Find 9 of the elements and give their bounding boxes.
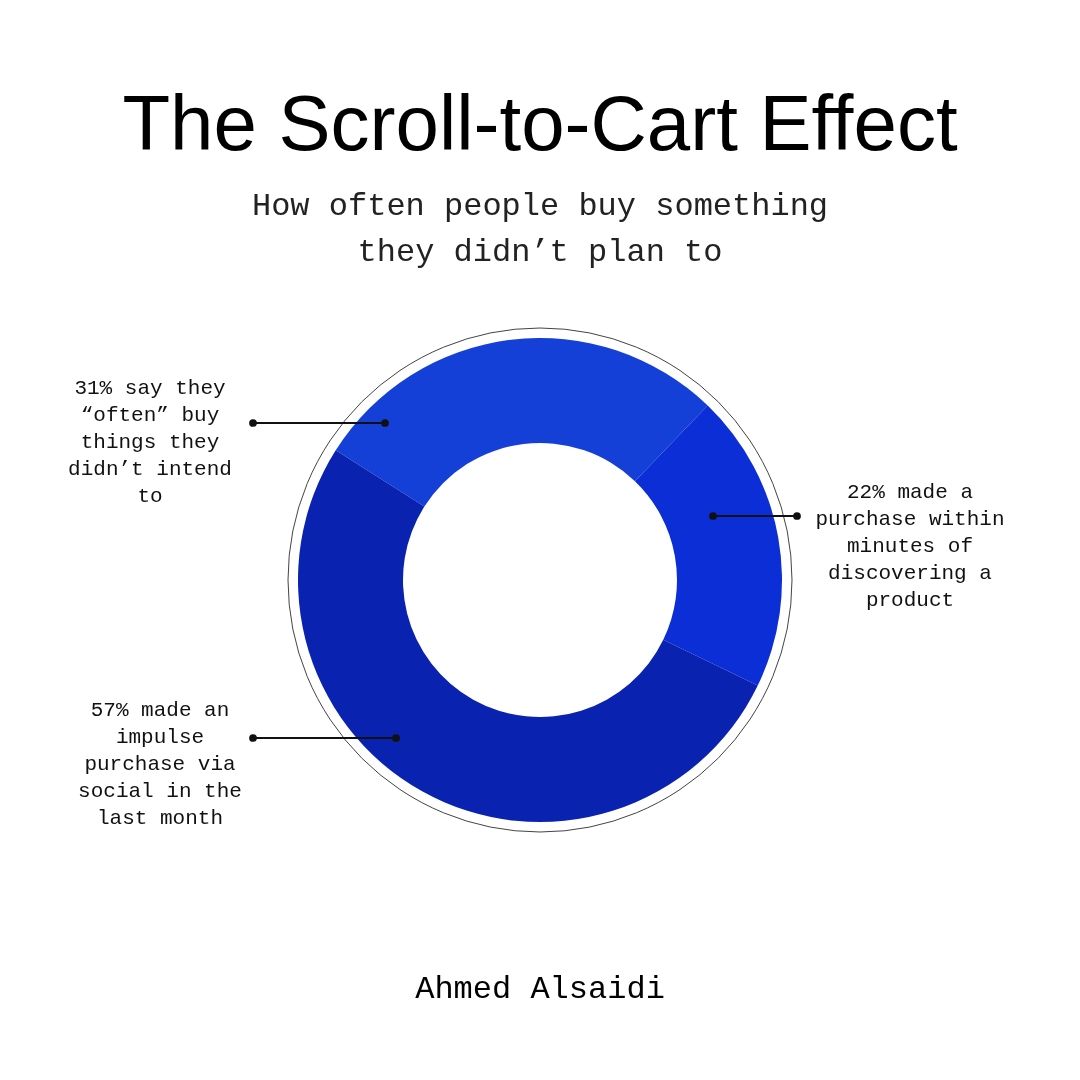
donut-slice (634, 405, 782, 686)
slice-label: 22% made a purchase within minutes of discovering a product (815, 481, 1005, 612)
chart-title: The Scroll-to-Cart Effect (122, 79, 958, 167)
text: Ahmed Alsaidi (415, 971, 665, 1008)
donut-slice (335, 338, 708, 507)
slice-label: 57% made an impulse purchase via social in the last month (78, 699, 242, 830)
donut-slice (298, 450, 758, 822)
slice-label: 31% say they “often” buy things they didn’t intend to (68, 377, 232, 508)
chart-subtitle: How often people buy something they didn’t plan to (251, 188, 829, 271)
